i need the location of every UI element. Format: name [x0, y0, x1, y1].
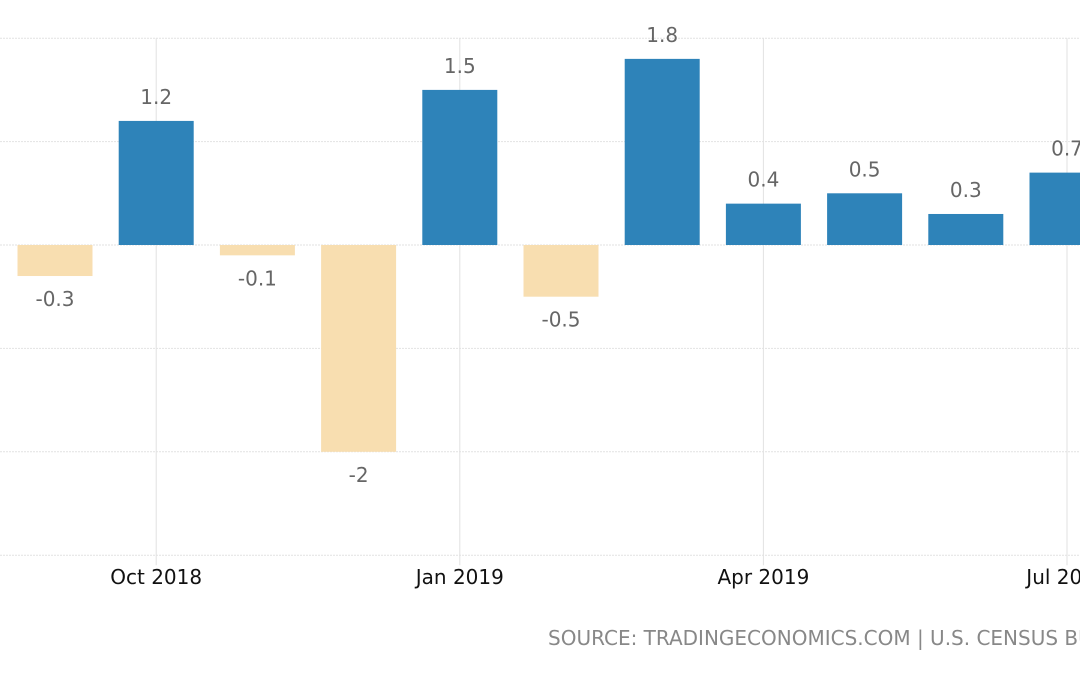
data-label: -0.5	[541, 308, 580, 332]
x-tick-label: Oct 2018	[110, 565, 202, 589]
bar-jul-2019	[1029, 172, 1080, 245]
data-label: 0.3	[950, 178, 982, 202]
bar-oct-2018	[118, 120, 194, 245]
data-label: -2	[349, 463, 369, 487]
data-label: 1.8	[646, 23, 678, 47]
data-labels: -0.3 1.2 -0.1 -2 1.5 -0.5 1.8 0.4 0.5 0.3 0.7	[35, 23, 1080, 487]
bar-sep-2018	[17, 245, 93, 277]
data-label: 0.5	[849, 157, 881, 181]
bar-feb-2019	[523, 245, 599, 297]
data-label: 0.7	[1051, 137, 1080, 161]
bar-mar-2019	[624, 58, 700, 245]
x-tick-label: Jan 2019	[414, 565, 504, 589]
bar-jun-2019	[928, 213, 1004, 245]
x-axis-ticks: Oct 2018 Jan 2019 Apr 2019 Jul 2019	[110, 565, 1080, 589]
source-note: SOURCE: TRADINGECONOMICS.COM | U.S. CENS…	[548, 626, 1080, 650]
data-label: -0.1	[238, 266, 277, 290]
bar-apr-2019	[725, 203, 801, 245]
bar-jan-2019	[422, 89, 498, 246]
x-tick-label: Jul 2019	[1024, 565, 1080, 589]
data-label: 0.4	[747, 168, 779, 192]
gridlines	[0, 37, 1080, 566]
x-tick-label: Apr 2019	[717, 565, 809, 589]
data-label: -0.3	[35, 287, 74, 311]
bars	[17, 58, 1080, 452]
bar-nov-2018	[219, 245, 295, 256]
data-label: 1.2	[140, 85, 172, 109]
data-label: 1.5	[444, 54, 476, 78]
bar-dec-2018	[321, 245, 397, 452]
bar-may-2019	[827, 193, 903, 245]
